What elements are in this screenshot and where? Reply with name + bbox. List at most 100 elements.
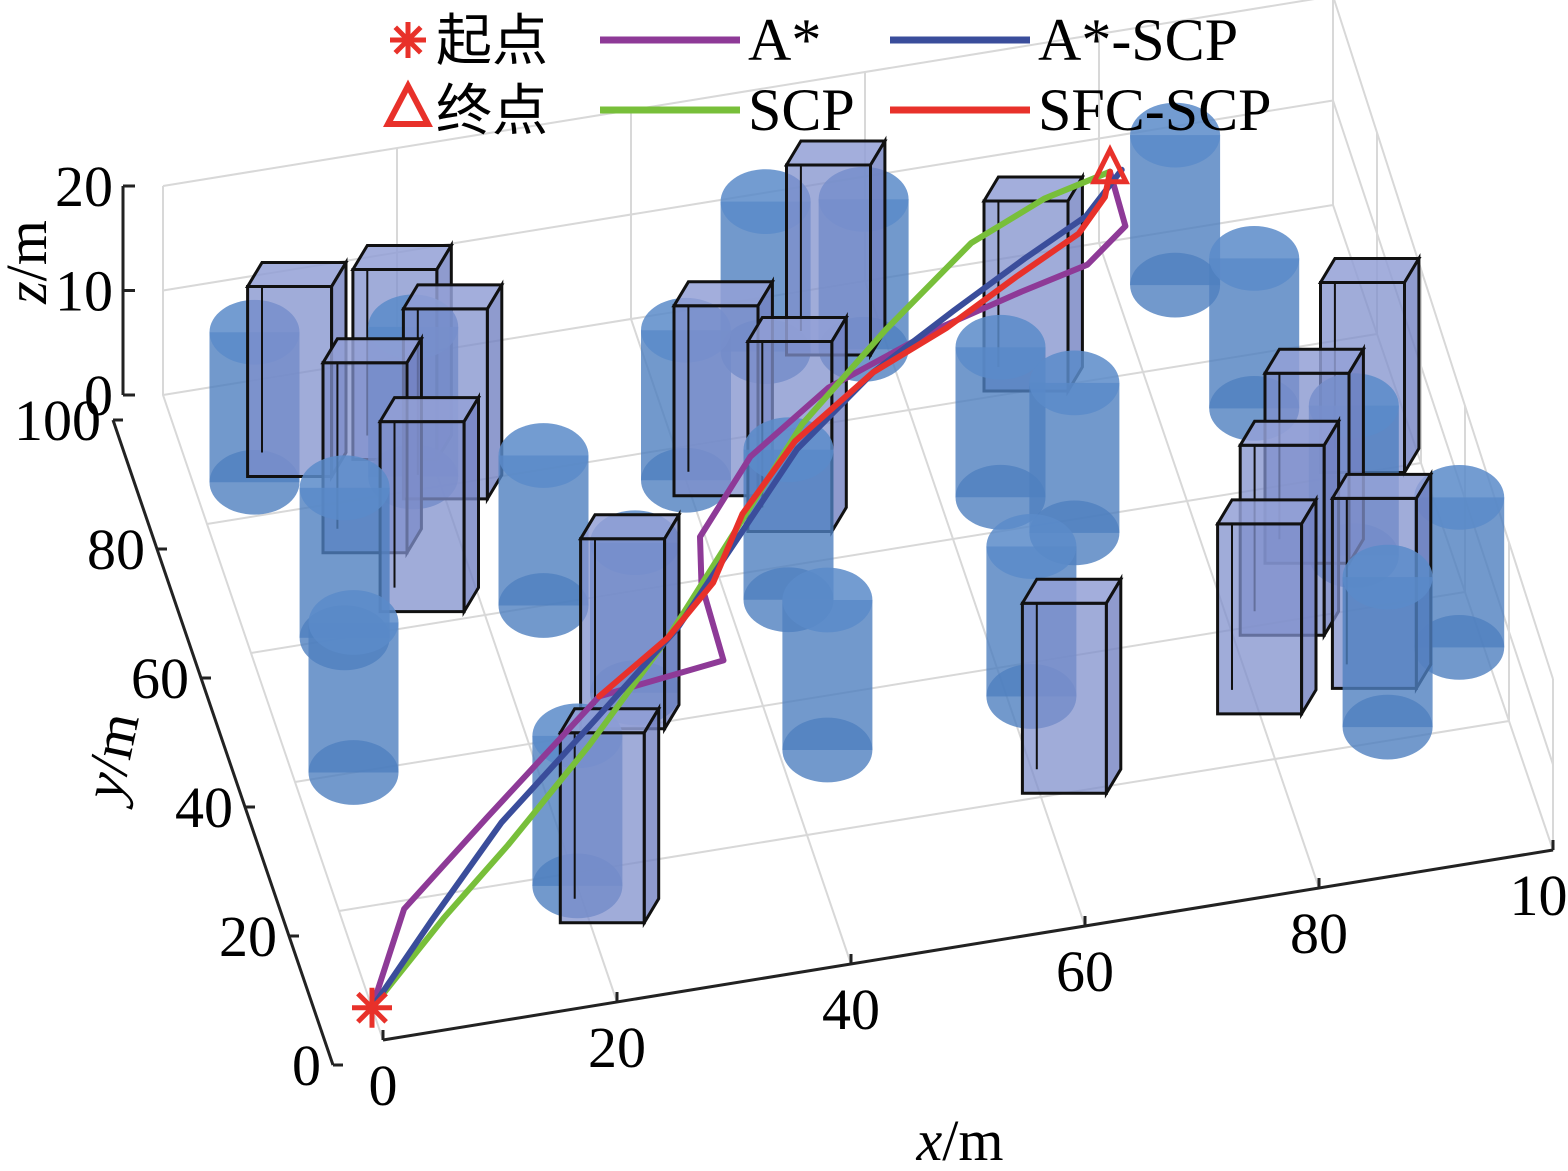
y-tick-label: 100 [14,388,101,453]
x-tick-label: 20 [588,1015,646,1080]
legend-entry-sfc_scp: SFC-SCP [890,77,1272,143]
legend-label: A*-SCP [1038,7,1238,73]
box-side-face [462,392,480,618]
x-tick-label: 80 [1290,901,1348,966]
goal-marker [1089,144,1131,185]
cylinder-base [955,464,1046,530]
box-side-face [642,703,661,929]
cylinder-base [782,717,873,783]
path-astar [369,168,1129,1011]
box-obstacle [377,392,482,618]
box-top-face [244,261,349,289]
cylinder-obstacle [782,567,873,783]
y-tick-label: 60 [131,646,189,711]
cylinder-obstacle [498,423,589,638]
cylinder-base [498,573,589,638]
cylinder-top [1414,465,1505,530]
legend-label: SCP [748,77,855,143]
box-top-face [1214,498,1319,526]
x-tick-label: 60 [1056,939,1114,1004]
z-axis-label: z/m [0,220,59,305]
y-tick-label: 0 [292,1033,321,1098]
box-side-face [869,135,887,361]
legend-label: SFC-SCP [1038,77,1272,143]
box-top-face [350,243,454,271]
cylinder-base [1130,252,1221,318]
box-front-face [246,285,334,479]
markers [352,144,1131,1028]
cylinder-base [1342,694,1433,760]
paths [369,166,1129,1011]
z-axis-label-unit: /m [0,220,59,281]
box-side-face [1403,253,1421,478]
cylinder-top [299,455,390,521]
x-axis-label-var: x [916,1108,943,1171]
x-tick-label: 40 [822,977,880,1042]
cylinder-obstacle [1130,102,1221,318]
y-tick-label: 20 [219,904,277,969]
box-top-face [1262,347,1367,375]
box-top-face [783,139,888,167]
box-top-face [1237,419,1342,447]
gridline-z [162,0,1554,680]
box-front-face [1216,522,1304,716]
box-top-face [1329,472,1434,500]
legend-entry-goal: 终点 [383,79,548,144]
cylinder-top [986,514,1077,579]
box-top-face [1317,257,1422,284]
axes: 02040608010002040608010001020x/my/mz/m [0,154,1568,1171]
z-tick-label: 10 [55,259,113,324]
legend-start-icon [393,25,423,55]
z-tick-label: 20 [55,154,113,219]
legend-label: 起点 [436,9,548,74]
y-axis-label: y/m [69,707,152,810]
box-top-face [377,396,482,424]
box-side-face [830,312,848,537]
cylinder-top [1130,102,1221,168]
box-top-face [577,513,682,541]
legend-entry-astar: A* [600,7,821,73]
y-axis-line [111,419,335,1066]
cylinder-top [498,423,589,488]
legend-entry-scp: SCP [600,77,855,143]
start-marker-stroke [356,991,388,1024]
box-top-face [320,337,425,365]
box-top-face [671,280,776,308]
gridline-y [338,542,1510,912]
cylinder-obstacle [1342,544,1433,760]
box-side-face [1300,494,1318,720]
legend: 起点 A* A*-SCP 终点 SCP SFC-SCP [383,7,1272,144]
cylinder-top [1029,350,1120,416]
cylinder-top [955,314,1046,380]
box-obstacle [783,135,888,361]
gridline-y [162,0,1334,396]
box-front-face [1020,601,1108,795]
z-axis-label-var: z [0,281,59,305]
path-astar-scp [369,166,1125,1011]
cylinder-obstacle [308,590,399,805]
x-axis-line [382,848,1554,1042]
legend-label: A* [748,7,821,73]
y-axis-label-unit: /m [75,707,151,780]
cylinder-top [1209,226,1300,291]
y-tick-label: 80 [87,517,145,582]
box-side-face [1104,573,1123,799]
cylinder-top [1342,544,1433,610]
y-tick-label: 40 [175,775,233,840]
cylinder-base [1414,615,1505,680]
legend-entry-astar_scp: A*-SCP [890,7,1238,73]
box-side-face [485,279,504,505]
x-axis-label: x/m [916,1108,1004,1171]
box-top-face [400,283,505,311]
box-top-face [1019,577,1124,605]
box-top-face [745,315,849,343]
obstacles [209,102,1505,929]
legend-entry-start: 起点 [390,9,548,74]
cylinder-top [782,567,873,633]
start-marker [352,987,392,1028]
x-tick-label: 100 [1510,863,1568,928]
z-tick-label: 0 [84,363,113,428]
box-front-face [378,420,466,614]
path-sfc-scp [596,168,1113,700]
